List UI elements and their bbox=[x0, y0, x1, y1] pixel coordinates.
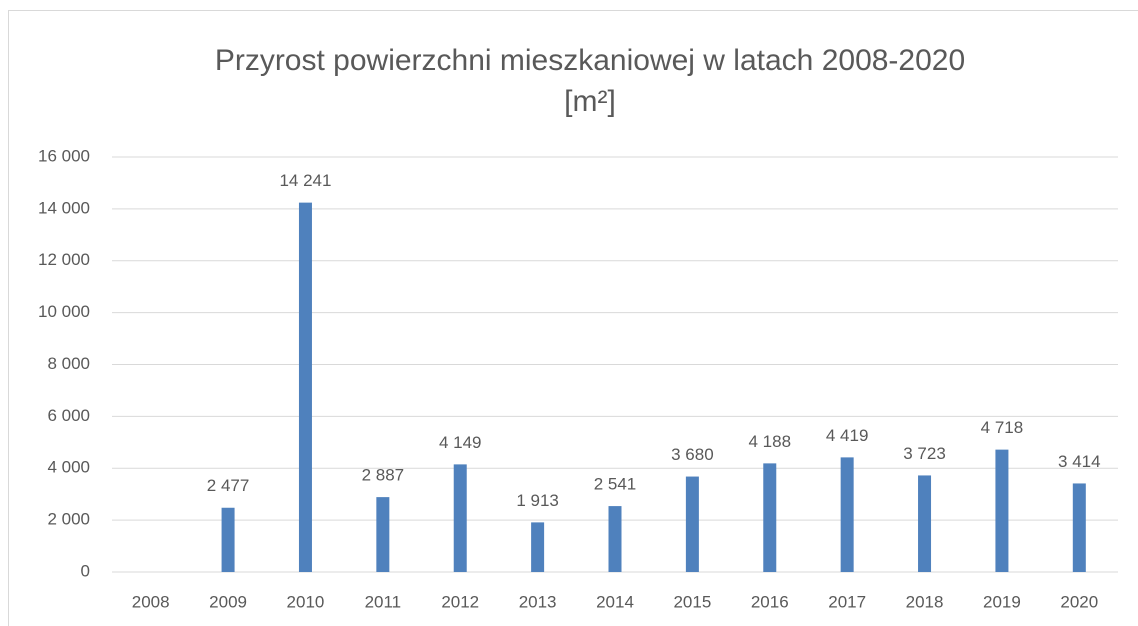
value-label: 3 680 bbox=[671, 445, 714, 464]
y-tick-label: 4 000 bbox=[47, 458, 90, 477]
value-label: 4 419 bbox=[826, 426, 869, 445]
x-tick-label: 2014 bbox=[596, 592, 634, 611]
value-label: 3 414 bbox=[1058, 452, 1101, 471]
x-tick-label: 2012 bbox=[441, 592, 479, 611]
x-tick-label: 2019 bbox=[983, 592, 1021, 611]
bar bbox=[763, 463, 777, 572]
bar bbox=[376, 497, 390, 572]
y-tick-label: 12 000 bbox=[38, 250, 90, 269]
bar bbox=[608, 506, 622, 572]
bar bbox=[685, 476, 699, 572]
value-label: 1 913 bbox=[516, 491, 559, 510]
value-label: 2 477 bbox=[207, 476, 250, 495]
bar bbox=[453, 464, 467, 572]
x-tick-label: 2020 bbox=[1060, 592, 1098, 611]
y-tick-label: 16 000 bbox=[38, 146, 90, 165]
x-tick-label: 2013 bbox=[519, 592, 557, 611]
bar bbox=[531, 522, 545, 572]
x-tick-label: 2010 bbox=[287, 592, 325, 611]
x-tick-label: 2016 bbox=[751, 592, 789, 611]
value-label: 2 541 bbox=[594, 475, 637, 494]
bar bbox=[995, 449, 1009, 572]
bar bbox=[840, 457, 854, 572]
x-tick-label: 2015 bbox=[673, 592, 711, 611]
y-tick-label: 14 000 bbox=[38, 198, 90, 217]
bar bbox=[1072, 483, 1086, 572]
value-label: 4 149 bbox=[439, 433, 482, 452]
chart-subtitle: [m²] bbox=[564, 85, 616, 118]
x-tick-label: 2008 bbox=[132, 592, 170, 611]
y-tick-label: 2 000 bbox=[47, 510, 90, 529]
x-tick-label: 2011 bbox=[365, 592, 402, 611]
y-tick-label: 0 bbox=[81, 561, 90, 580]
value-label: 14 241 bbox=[279, 171, 331, 190]
y-tick-label: 10 000 bbox=[38, 302, 90, 321]
chart-border bbox=[8, 10, 1138, 626]
x-tick-label: 2018 bbox=[906, 592, 944, 611]
value-label: 4 718 bbox=[981, 418, 1024, 437]
x-tick-label: 2017 bbox=[828, 592, 866, 611]
bar bbox=[221, 507, 235, 572]
value-label: 3 723 bbox=[903, 444, 946, 463]
value-label: 4 188 bbox=[748, 432, 791, 451]
y-tick-label: 8 000 bbox=[47, 354, 90, 373]
value-label: 2 887 bbox=[362, 466, 405, 485]
y-tick-label: 6 000 bbox=[47, 406, 90, 425]
x-tick-label: 2009 bbox=[209, 592, 247, 611]
bar bbox=[298, 202, 312, 572]
chart-title: Przyrost powierzchni mieszkaniowej w lat… bbox=[215, 44, 965, 77]
bar bbox=[918, 475, 932, 572]
